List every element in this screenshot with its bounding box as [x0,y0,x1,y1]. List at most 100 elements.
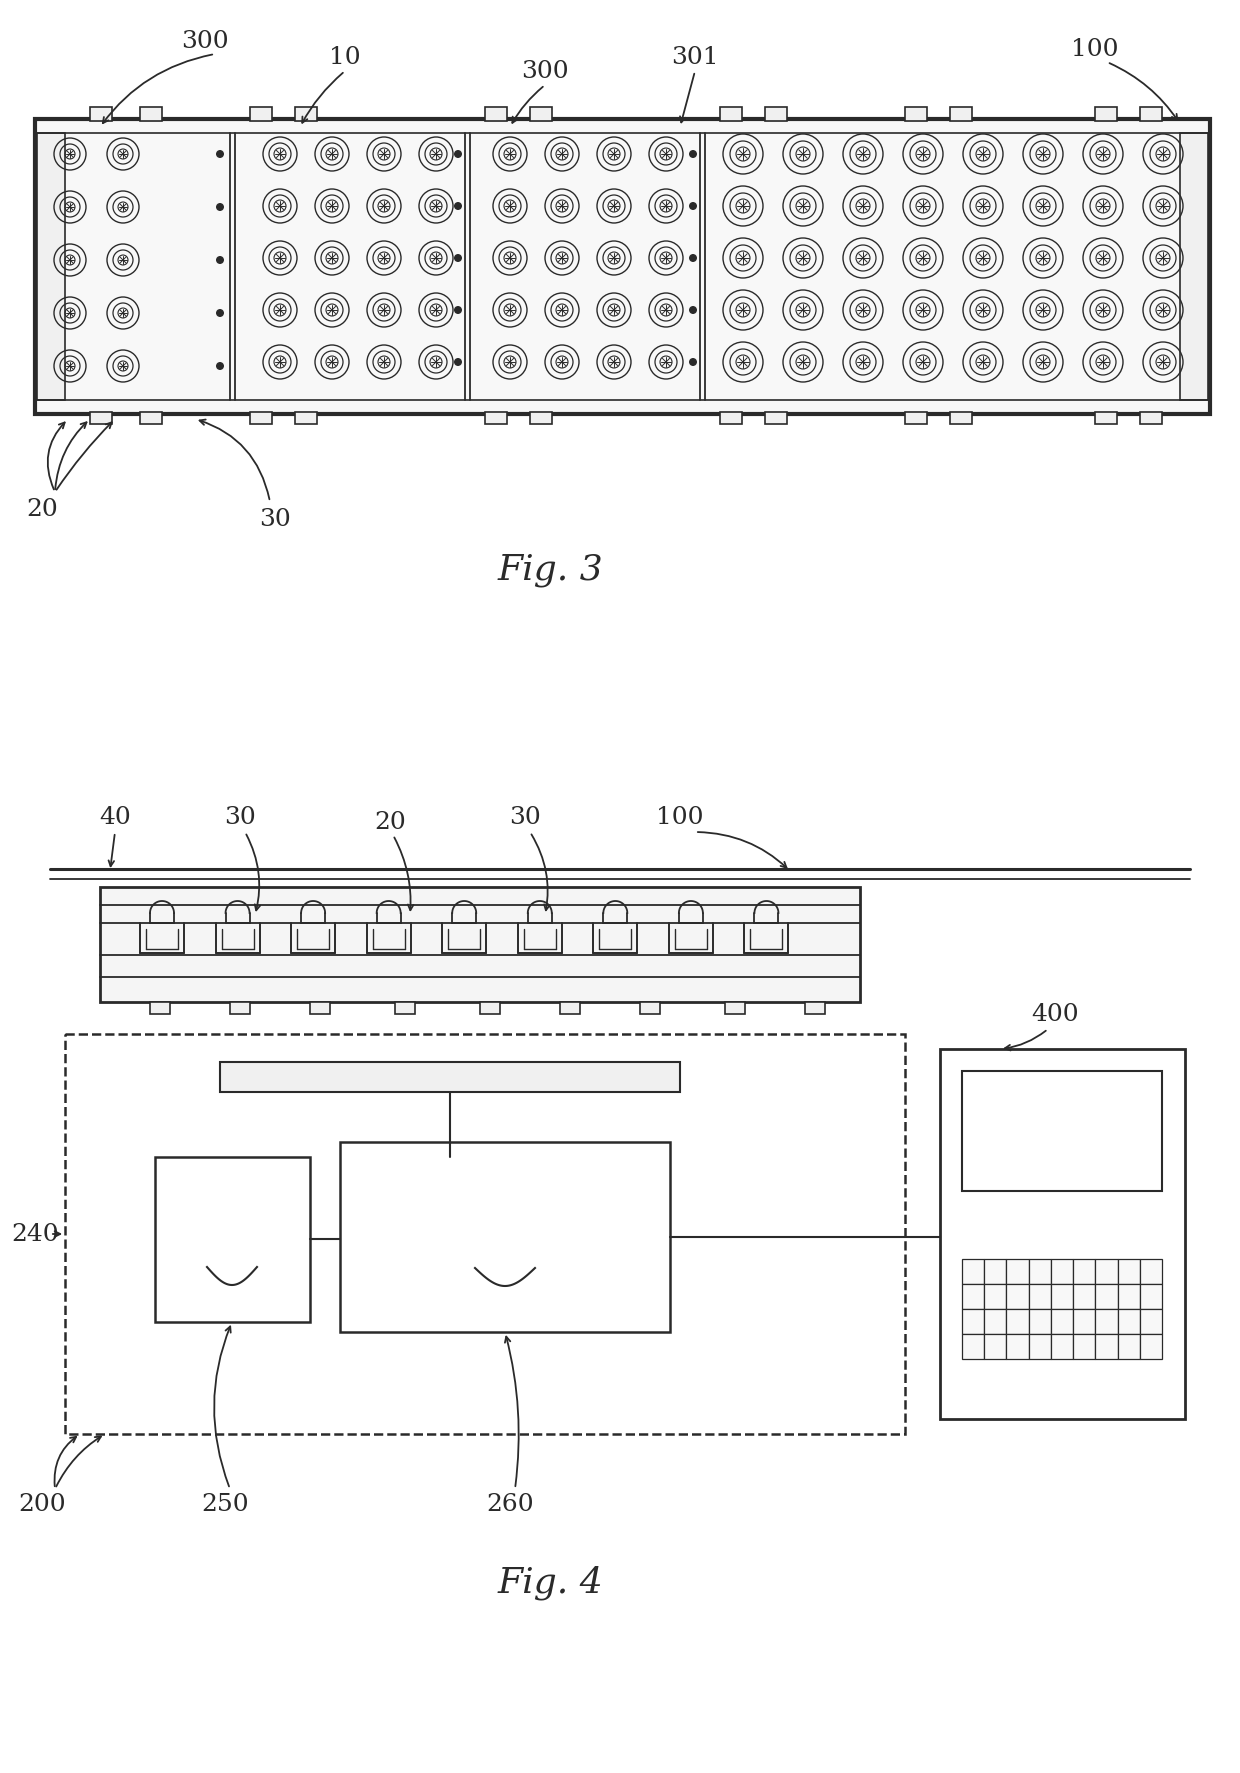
Bar [1140,108,1162,122]
Bar [229,1002,250,1014]
Circle shape [454,151,463,160]
Circle shape [216,204,224,213]
Bar [37,135,64,401]
Bar [1180,135,1208,401]
Bar [64,1034,905,1434]
Bar [140,108,162,122]
Bar [100,888,861,1002]
Bar [940,1050,1185,1418]
Text: 30: 30 [259,509,291,532]
Bar [150,1002,170,1014]
Text: 30: 30 [224,807,255,830]
Text: Fig. 4: Fig. 4 [497,1566,603,1599]
Bar [1050,1335,1073,1360]
Bar [1007,1335,1029,1360]
Bar [1029,1284,1050,1308]
Bar [560,1002,580,1014]
Text: 240: 240 [11,1223,58,1246]
Circle shape [216,151,224,160]
Bar [962,1308,985,1335]
Bar [1073,1284,1095,1308]
Bar [1095,108,1117,122]
Bar [1095,413,1117,426]
Bar [1007,1259,1029,1284]
Circle shape [689,151,697,160]
Bar [485,413,507,426]
Text: 301: 301 [671,46,719,69]
Text: 30: 30 [510,807,541,830]
Bar [1007,1284,1029,1308]
Bar [1140,1335,1162,1360]
Bar [1095,1284,1117,1308]
Bar [91,108,112,122]
Text: 40: 40 [99,807,131,830]
Bar [1117,1308,1140,1335]
Bar [529,413,552,426]
Text: 260: 260 [486,1493,533,1516]
Bar [720,108,742,122]
Bar [91,413,112,426]
Bar [480,1002,500,1014]
Circle shape [454,202,463,211]
Bar [1095,1259,1117,1284]
Bar [1140,1259,1162,1284]
Circle shape [454,255,463,262]
Bar [295,413,317,426]
Bar [905,108,928,122]
Circle shape [216,257,224,264]
Bar [340,1142,670,1332]
Bar [1050,1284,1073,1308]
Bar [485,108,507,122]
Bar [529,108,552,122]
Bar [805,1002,825,1014]
Bar [1140,413,1162,426]
Circle shape [689,255,697,262]
Circle shape [689,358,697,367]
Bar [1029,1308,1050,1335]
Bar [1140,1308,1162,1335]
Circle shape [689,307,697,316]
Bar [140,413,162,426]
Bar [1117,1259,1140,1284]
Text: 200: 200 [19,1493,66,1516]
Bar [985,1284,1007,1308]
Bar [962,1335,985,1360]
Bar [310,1002,330,1014]
Bar [950,413,972,426]
Text: Fig. 3: Fig. 3 [497,553,603,587]
Bar [1140,1284,1162,1308]
Bar [1073,1335,1095,1360]
Text: 20: 20 [26,498,58,521]
Bar [1073,1259,1095,1284]
Bar [1117,1335,1140,1360]
Text: 300: 300 [181,30,229,53]
Bar [1007,1308,1029,1335]
Bar [1095,1335,1117,1360]
Bar [1050,1259,1073,1284]
Text: 20: 20 [374,810,405,833]
Text: 100: 100 [656,807,704,830]
Bar [765,413,787,426]
Bar [250,108,272,122]
Bar [985,1308,1007,1335]
Bar [250,413,272,426]
Circle shape [689,202,697,211]
Circle shape [454,307,463,316]
Text: 250: 250 [201,1493,249,1516]
Bar [295,108,317,122]
Bar [962,1259,985,1284]
Text: 10: 10 [329,46,361,69]
Circle shape [216,310,224,317]
Text: 400: 400 [1032,1004,1079,1027]
Bar [1029,1335,1050,1360]
Bar [1095,1308,1117,1335]
Bar [725,1002,745,1014]
Circle shape [216,363,224,371]
Bar [765,108,787,122]
Bar [219,1062,680,1092]
Circle shape [454,358,463,367]
Bar [1117,1284,1140,1308]
Bar [35,121,1210,415]
Bar [905,413,928,426]
Bar [962,1284,985,1308]
